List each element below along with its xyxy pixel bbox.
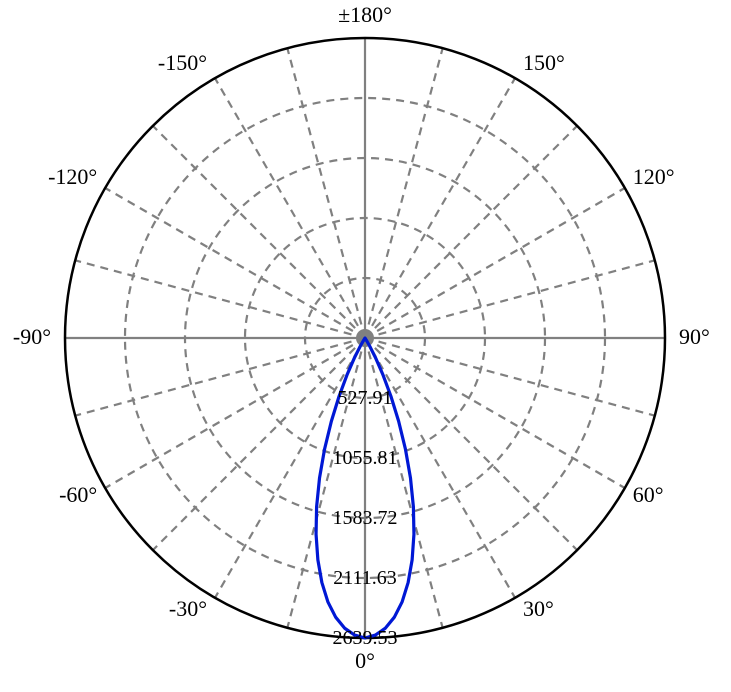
angle-label: -30° [169, 596, 207, 621]
angle-label: 0° [355, 648, 375, 673]
radial-tick-label: 1583.72 [333, 507, 398, 529]
angle-label: 30° [523, 596, 554, 621]
radial-tick-label: 1055.81 [333, 447, 398, 469]
angle-label: -60° [59, 482, 97, 507]
angle-label: 120° [633, 164, 675, 189]
radial-tick-label: 2111.63 [333, 567, 397, 589]
angle-label: 150° [523, 50, 565, 75]
angle-label: ±180° [338, 2, 392, 27]
angle-label: -90° [13, 324, 51, 349]
radial-tick-label: 2639.53 [333, 627, 398, 649]
polar-chart: 527.91 1055.81 1583.72 2111.63 2639.53 ±180° 1… [0, 0, 731, 692]
angle-label: 60° [633, 482, 664, 507]
radial-tick-label: 527.91 [338, 387, 393, 409]
angle-label: -150° [158, 50, 207, 75]
angle-label: 90° [679, 324, 710, 349]
angle-label: -120° [48, 164, 97, 189]
